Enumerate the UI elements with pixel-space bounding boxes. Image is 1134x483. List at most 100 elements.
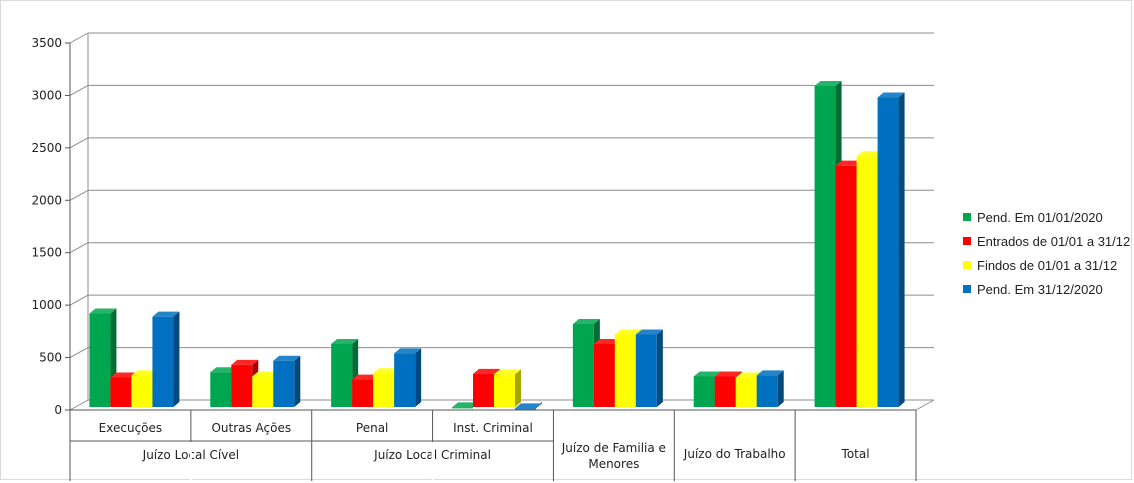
bar-top [210,367,238,373]
bar [635,334,657,407]
category-label: Penal [356,421,388,435]
bar-side [898,92,905,408]
bar [473,373,494,407]
bar [814,85,836,408]
bar [614,334,636,407]
floor-edge [915,399,935,411]
bar-top [877,92,905,98]
bar-top [515,403,542,409]
y-tick-label: 1000 [31,298,62,312]
bar [693,376,715,407]
bar [394,353,416,407]
bar [331,343,353,407]
chart-legend: Pend. Em 01/01/2020 Entrados de 01/01 a 3… [963,205,1130,301]
legend-label: Pend. Em 01/01/2020 [977,209,1103,225]
bar [835,165,857,407]
bar-top [110,372,138,378]
bar [494,374,515,407]
bar-top [152,311,180,317]
bar-side [777,370,784,407]
y-tick-label: 500 [39,351,62,365]
bar [373,373,395,407]
bar [252,376,274,407]
y-tick-label: 3000 [31,88,62,102]
bar [735,377,757,407]
bar [89,313,111,407]
bar-top [494,369,521,375]
legend-item: Pend. Em 31/12/2020 [963,277,1130,301]
bar-top [231,359,259,365]
bar-top [572,319,600,325]
bar-top [756,370,784,376]
category-label: Total [841,447,870,461]
bar [877,97,899,408]
legend-swatch [963,261,971,269]
bar-top [89,308,117,314]
category-label: Outras Ações [211,421,291,435]
bar-top [593,338,621,344]
y-tick-label: 3500 [31,36,62,50]
bar-top [814,80,842,86]
bar [856,156,878,407]
category-label: Execuções [99,421,162,435]
bar-top [614,329,642,335]
y-tick-label: 2000 [31,193,62,207]
gridline-side [69,32,89,44]
gridline-side [69,399,89,411]
bar [352,379,374,407]
bar [572,324,594,407]
bar-side [173,311,180,407]
gridline-side [69,242,89,254]
bar [231,364,253,407]
y-tick-label: 0 [54,403,62,417]
bar-side [656,329,663,407]
bar [210,372,232,407]
legend-label: Findos de 01/01 a 31/12 [977,257,1118,273]
gridline-side [69,84,89,96]
bar-side [294,355,301,407]
bar-top [635,329,663,335]
bar-top [714,371,742,377]
bar-top [331,338,359,344]
gridline-side [69,294,89,306]
bar [110,377,132,407]
legend-label: Entrados de 01/01 a 31/12 [977,233,1131,249]
category-label: Juízo do Trabalho [683,447,786,461]
y-tick-label: 2500 [31,141,62,155]
bar-top [735,372,763,378]
bar-side [415,348,422,407]
bar [515,408,536,410]
bar [152,316,174,407]
bar [131,375,153,407]
bar-top [131,370,159,376]
bar [452,407,473,409]
legend-swatch [963,285,971,293]
bar-top [693,371,721,377]
legend-label: Pend. Em 31/12/2020 [977,281,1103,297]
legend-swatch [963,237,971,245]
bar-top [835,160,863,166]
bar [273,360,295,407]
gridline-side [69,137,89,149]
y-tick-label: 1500 [31,246,62,260]
bar [714,376,736,407]
bar-top [473,368,500,374]
bar-top [273,355,301,361]
category-label: Inst. Criminal [453,421,533,435]
category-label: Juízo de Familia e Menores [561,441,666,471]
gridline-side [69,347,89,359]
bar-top [352,374,380,380]
legend-item: Entrados de 01/01 a 31/12 [963,229,1130,253]
bar-top [252,371,280,377]
bar [593,343,615,407]
bar-top [452,402,479,408]
bar [756,375,778,407]
legend-item: Pend. Em 01/01/2020 [963,205,1130,229]
bar-side [515,369,521,407]
bar-top [373,368,401,374]
legend-item: Findos de 01/01 a 31/12 [963,253,1130,277]
bar-top [856,151,884,157]
bar-top [394,348,422,354]
